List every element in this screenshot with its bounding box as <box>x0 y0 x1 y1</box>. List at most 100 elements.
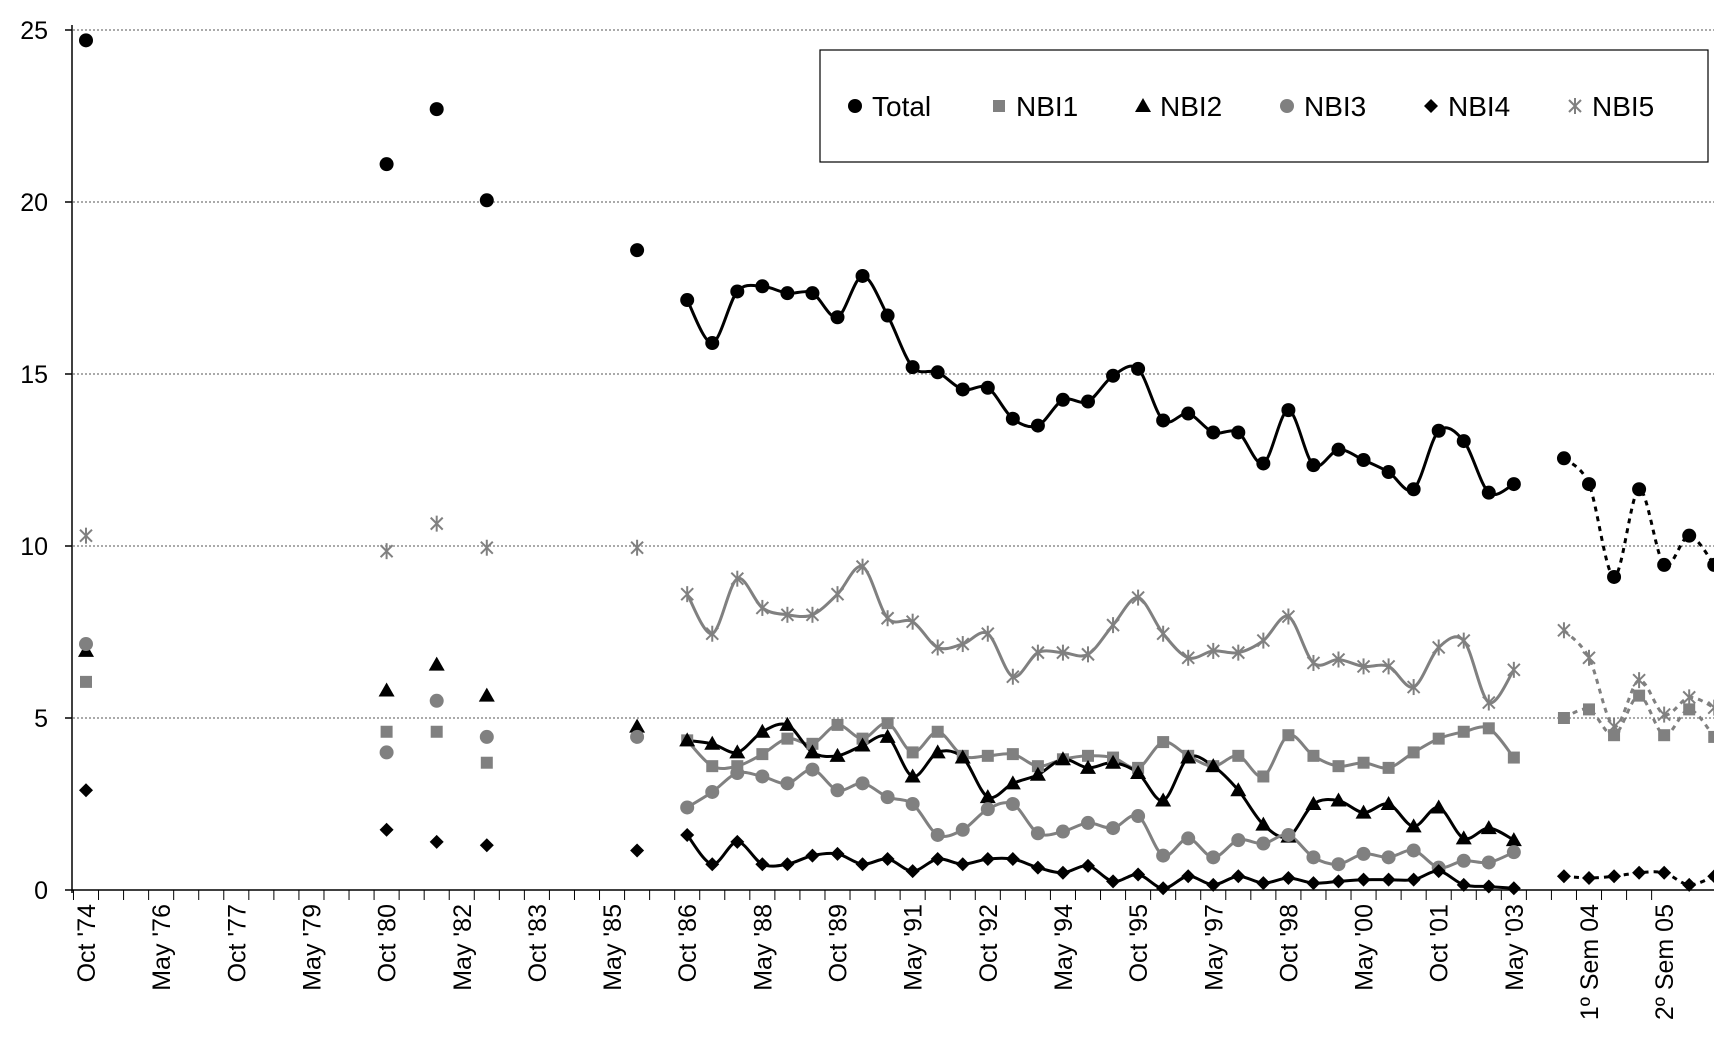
point-nbi3 <box>930 827 945 842</box>
point-nbi1 <box>1332 760 1345 773</box>
point-nbi3 <box>680 800 695 815</box>
point-nbi3 <box>1156 848 1171 863</box>
point-nbi4 <box>1456 877 1471 892</box>
point-total <box>1582 477 1596 492</box>
point-nbi2 <box>1330 792 1347 807</box>
point-nbi2 <box>1130 765 1147 780</box>
point-nbi4 <box>479 838 494 853</box>
point-nbi2 <box>1230 782 1247 797</box>
point-total <box>379 157 394 172</box>
point-nbi1 <box>480 756 493 769</box>
point-nbi5 <box>1381 658 1396 675</box>
point-nbi3 <box>1406 843 1421 858</box>
point-total <box>1106 368 1121 383</box>
point-total <box>855 268 870 283</box>
point-total <box>1281 403 1296 418</box>
point-nbi4 <box>1231 869 1246 884</box>
point-nbi5 <box>981 625 995 642</box>
point-nbi4 <box>1707 869 1714 883</box>
point-nbi2 <box>754 723 771 738</box>
point-nbi5 <box>1682 689 1696 706</box>
point-nbi4 <box>755 857 770 872</box>
point-total <box>79 33 93 48</box>
x-tick-label: Oct '83 <box>524 904 552 982</box>
point-nbi5 <box>1507 661 1521 678</box>
point-total <box>955 382 970 397</box>
point-nbi3 <box>955 822 970 837</box>
point-nbi2 <box>829 747 846 762</box>
point-nbi5 <box>379 543 394 560</box>
point-total <box>980 380 995 395</box>
point-nbi1 <box>80 675 92 688</box>
point-nbi4 <box>1406 872 1421 887</box>
point-nbi1 <box>1307 749 1320 762</box>
point-nbi5 <box>755 599 770 616</box>
point-nbi1 <box>1482 722 1495 735</box>
point-nbi3 <box>1381 850 1396 865</box>
y-tick-label-20: 20 <box>20 189 48 217</box>
point-nbi3 <box>1055 824 1070 839</box>
point-nbi2 <box>1004 775 1021 790</box>
point-nbi1 <box>1282 729 1295 742</box>
point-nbi2 <box>1180 749 1197 764</box>
point-total <box>755 279 770 294</box>
point-nbi2 <box>779 716 796 731</box>
point-nbi2 <box>1355 804 1372 819</box>
point-nbi5 <box>1106 617 1120 634</box>
point-nbi5 <box>780 606 795 623</box>
point-total <box>1431 423 1446 438</box>
point-nbi2 <box>854 737 871 752</box>
point-nbi3 <box>980 802 995 817</box>
point-nbi3 <box>1106 821 1121 836</box>
point-nbi4 <box>79 783 93 798</box>
point-total <box>1707 557 1714 572</box>
axes: 0 5 10 15 20 25 Oct '74 May '76 Oct '77 May '79 Oc… <box>20 17 1714 1020</box>
point-nbi5 <box>905 613 920 630</box>
point-nbi4 <box>1281 870 1296 885</box>
point-nbi2 <box>1380 796 1397 810</box>
legend: Total NBI1 NBI2 NBI3 NBI4 NBI5 <box>819 49 1709 163</box>
point-nbi5 <box>1131 589 1145 606</box>
point-total <box>1682 528 1697 543</box>
legend-label-nbi2: NBI2 <box>1160 91 1222 122</box>
point-nbi3 <box>1030 826 1045 841</box>
point-nbi2 <box>478 687 495 702</box>
point-nbi4 <box>1556 869 1571 884</box>
point-total <box>1181 406 1196 421</box>
point-nbi5 <box>1331 651 1346 668</box>
point-nbi1 <box>1031 760 1044 773</box>
point-total <box>1256 456 1271 471</box>
point-nbi4 <box>680 827 695 842</box>
legend-marker-nbi5 <box>1568 98 1582 114</box>
point-nbi2 <box>679 732 696 747</box>
point-nbi1 <box>1633 689 1646 702</box>
series-markers <box>78 33 1714 896</box>
point-nbi1 <box>1683 703 1696 716</box>
point-total <box>1607 569 1622 584</box>
point-nbi1 <box>931 725 944 738</box>
point-nbi1 <box>806 737 819 750</box>
point-total <box>1356 453 1371 467</box>
point-nbi4 <box>855 857 870 872</box>
point-nbi2 <box>1255 816 1272 831</box>
point-nbi3 <box>630 729 645 744</box>
point-nbi4 <box>1005 852 1020 867</box>
x-tick-label: May '82 <box>449 904 477 991</box>
legend-box <box>819 49 1709 163</box>
series-line-total <box>1562 457 1714 579</box>
point-nbi4 <box>830 846 845 861</box>
point-total <box>930 365 945 380</box>
point-nbi2 <box>729 744 746 759</box>
point-total <box>1005 411 1020 426</box>
legend-label-nbi3: NBI3 <box>1304 91 1366 122</box>
point-nbi5 <box>1006 668 1020 685</box>
point-nbi1 <box>831 718 844 731</box>
point-nbi4 <box>1331 874 1346 889</box>
point-nbi2 <box>1305 796 1322 810</box>
series-line-total <box>685 274 1515 496</box>
point-nbi1 <box>781 732 794 745</box>
point-nbi2 <box>1205 758 1222 773</box>
series-line-nbi4 <box>686 834 1515 890</box>
point-nbi4 <box>630 843 645 858</box>
point-nbi2 <box>1430 799 1447 814</box>
